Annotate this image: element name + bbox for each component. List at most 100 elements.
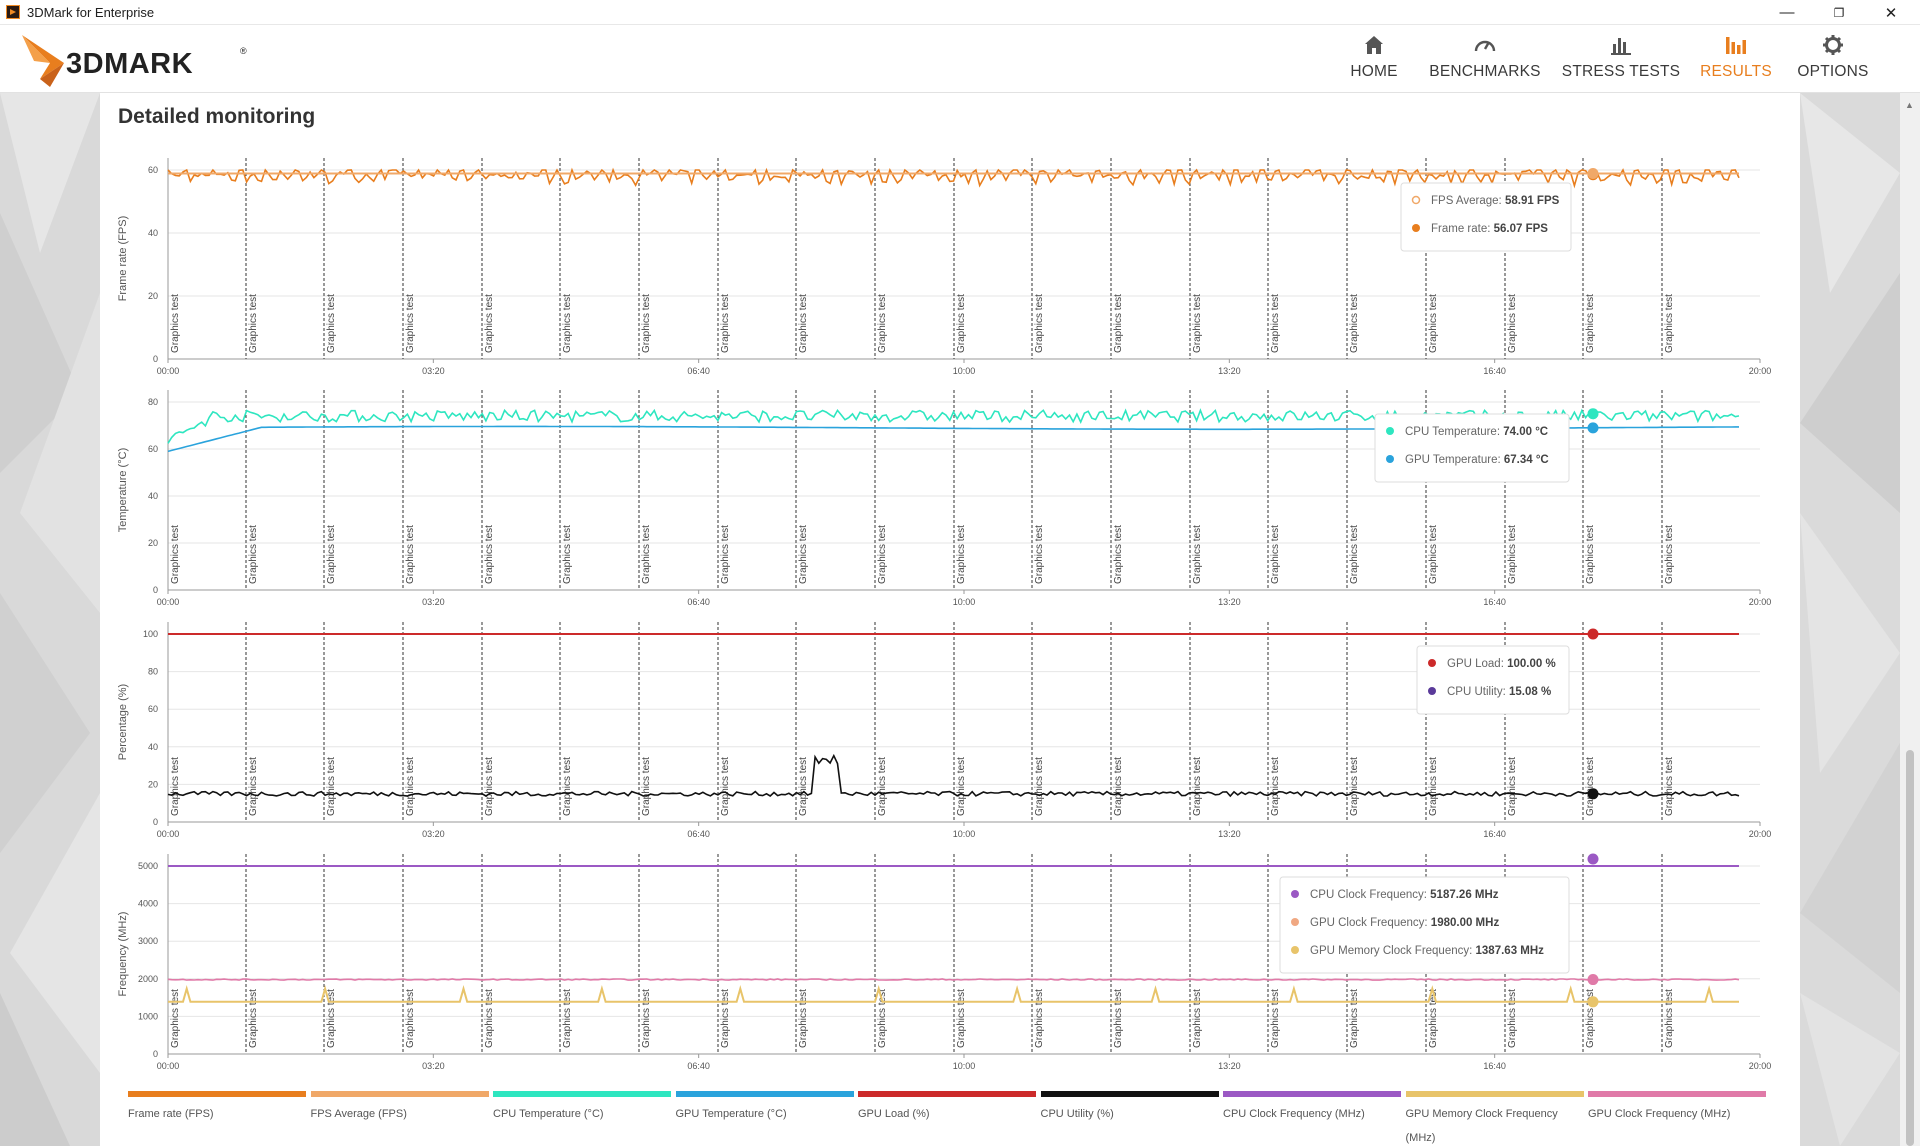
nav-stress-tests-label: STRESS TESTS	[1561, 63, 1681, 80]
test-marker-label: Graphics test	[1270, 294, 1281, 353]
close-button[interactable]: ✕	[1884, 4, 1898, 22]
series-line	[167, 753, 1740, 798]
x-tick-label: 00:00	[157, 366, 180, 376]
window-title: 3DMark for Enterprise	[27, 4, 155, 20]
vertical-scrollbar[interactable]	[1900, 93, 1920, 1146]
nav-results-label: RESULTS	[1700, 63, 1772, 80]
test-marker-label: Graphics test	[1664, 525, 1675, 584]
chart-icon	[1726, 37, 1746, 54]
y-tick-label: 0	[153, 1049, 158, 1059]
legend-swatch[interactable]	[858, 1091, 1036, 1097]
test-marker-label: Graphics test	[956, 525, 967, 584]
nav-benchmarks[interactable]: BENCHMARKS	[1420, 25, 1550, 93]
legend-label[interactable]: GPU Clock Frequency (MHz)	[1588, 1108, 1731, 1120]
test-marker-label: Graphics test	[405, 294, 416, 353]
legend-swatch[interactable]	[675, 1091, 854, 1097]
test-marker-label: Graphics test	[1664, 989, 1675, 1048]
y-tick-label: 100	[143, 629, 158, 639]
test-marker-label: Graphics test	[1192, 989, 1203, 1048]
test-marker-label: Graphics test	[1192, 525, 1203, 584]
tooltip-swatch	[1386, 427, 1394, 435]
brand-logo[interactable]: 3DMARK ®	[20, 31, 260, 87]
gauge-icon	[1474, 40, 1496, 52]
legend-label[interactable]: Frame rate (FPS)	[128, 1108, 214, 1120]
tooltip-row: GPU Clock Frequency: 1980.00 MHz	[1310, 917, 1499, 929]
test-marker-label: Graphics test	[1113, 294, 1124, 353]
x-tick-label: 06:40	[687, 366, 710, 376]
nav-stress-tests[interactable]: STRESS TESTS	[1561, 25, 1681, 93]
test-marker-label: Graphics test	[562, 294, 573, 353]
x-tick-label: 00:00	[157, 597, 180, 607]
y-tick-label: 0	[153, 354, 158, 364]
x-tick-label: 20:00	[1749, 597, 1772, 607]
tooltip-swatch	[1411, 195, 1421, 205]
series-hover-dot	[1587, 853, 1599, 865]
test-marker-label: Graphics test	[326, 525, 337, 584]
x-tick-label: 03:20	[422, 366, 445, 376]
legend-swatch[interactable]	[1405, 1091, 1584, 1097]
nav-home[interactable]: HOME	[1350, 25, 1398, 93]
y-tick-label: 0	[153, 817, 158, 827]
app-icon	[6, 5, 20, 19]
svg-text:®: ®	[240, 46, 247, 56]
scroll-up-arrow-icon[interactable]: ▲	[1905, 100, 1914, 110]
legend-swatch[interactable]	[1040, 1091, 1219, 1097]
legend-swatch[interactable]	[1223, 1091, 1401, 1097]
legend-label[interactable]: FPS Average (FPS)	[310, 1108, 407, 1120]
test-marker-label: Graphics test	[1507, 525, 1518, 584]
test-marker-label: Graphics test	[1585, 757, 1596, 816]
x-tick-label: 00:00	[157, 1061, 180, 1071]
x-tick-label: 16:40	[1483, 1061, 1506, 1071]
test-marker-label: Graphics test	[798, 525, 809, 584]
x-tick-label: 13:20	[1218, 829, 1241, 839]
legend-swatch[interactable]	[1588, 1091, 1766, 1097]
test-marker-label: Graphics test	[877, 989, 888, 1048]
legend-label[interactable]: GPU Temperature (°C)	[675, 1108, 787, 1120]
y-axis-label: Temperature (°C)	[117, 448, 129, 532]
legend-label[interactable]: GPU Load (%)	[858, 1108, 930, 1120]
test-marker-label: Graphics test	[170, 757, 181, 816]
test-marker-label: Graphics test	[484, 757, 495, 816]
nav-options[interactable]: OPTIONS	[1793, 25, 1873, 93]
test-marker-label: Graphics test	[1349, 525, 1360, 584]
series-hover-dot	[1587, 408, 1599, 420]
test-marker-label: Graphics test	[641, 294, 652, 353]
tooltip-row: Frame rate: 56.07 FPS	[1431, 223, 1548, 235]
x-tick-label: 06:40	[687, 829, 710, 839]
legend-label[interactable]: CPU Utility (%)	[1040, 1108, 1114, 1120]
x-tick-label: 16:40	[1483, 597, 1506, 607]
y-tick-label: 20	[148, 779, 158, 789]
minimize-button[interactable]: —	[1779, 4, 1795, 21]
y-tick-label: 40	[148, 491, 158, 501]
maximize-button[interactable]: ❐	[1833, 5, 1845, 20]
legend-label[interactable]: CPU Temperature (°C)	[493, 1108, 604, 1120]
legend-swatch[interactable]	[128, 1091, 306, 1097]
test-marker-label: Graphics test	[877, 757, 888, 816]
tooltip-swatch	[1291, 946, 1299, 954]
tooltip-row: GPU Load: 100.00 %	[1447, 658, 1556, 670]
test-marker-label: Graphics test	[562, 757, 573, 816]
tooltip-row: GPU Temperature: 67.34 °C	[1405, 454, 1549, 466]
legend-label[interactable]: GPU Memory Clock Frequency (MHz)	[1405, 1108, 1558, 1144]
test-marker-label: Graphics test	[877, 525, 888, 584]
test-marker-label: Graphics test	[877, 294, 888, 353]
legend-swatch[interactable]	[310, 1091, 489, 1097]
test-marker-label: Graphics test	[1113, 989, 1124, 1048]
test-marker-label: Graphics test	[248, 294, 259, 353]
test-marker-label: Graphics test	[562, 989, 573, 1048]
tooltip-row: CPU Utility: 15.08 %	[1447, 686, 1551, 698]
test-marker-label: Graphics test	[1507, 294, 1518, 353]
x-tick-label: 06:40	[687, 597, 710, 607]
gear-icon	[1823, 35, 1843, 55]
tooltip-row: GPU Memory Clock Frequency: 1387.63 MHz	[1310, 945, 1544, 957]
test-marker-label: Graphics test	[248, 525, 259, 584]
legend-label[interactable]: CPU Clock Frequency (MHz)	[1223, 1108, 1365, 1120]
test-marker-label: Graphics test	[1585, 525, 1596, 584]
test-marker-label: Graphics test	[1270, 525, 1281, 584]
x-tick-label: 20:00	[1749, 366, 1772, 376]
legend-swatch[interactable]	[493, 1091, 671, 1097]
nav-results[interactable]: RESULTS	[1700, 25, 1772, 93]
tooltip-row: CPU Temperature: 74.00 °C	[1405, 426, 1548, 438]
scrollbar-thumb[interactable]	[1906, 750, 1914, 1146]
series-hover-dot	[1587, 996, 1599, 1008]
